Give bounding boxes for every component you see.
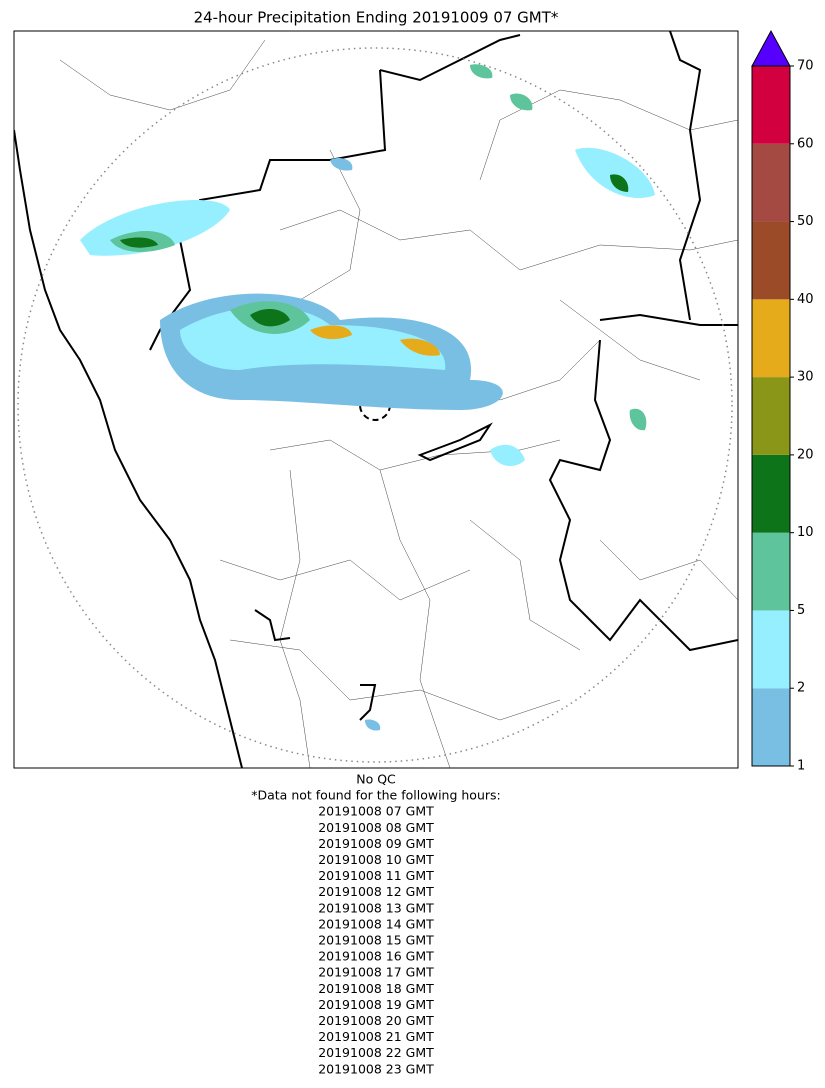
note-line: 20191008 14 GMT — [318, 916, 434, 931]
colorbar-segment — [752, 221, 790, 300]
colorbar-segment — [752, 610, 790, 689]
title: 24-hour Precipitation Ending 20191009 07… — [194, 9, 559, 27]
note-line: 20191008 16 GMT — [318, 949, 434, 964]
note-line: 20191008 12 GMT — [318, 884, 434, 899]
colorbar: 1 2 5 10 20 30 40 50 60 70 — [751, 29, 814, 774]
colorbar-tick-label: 60 — [797, 136, 814, 151]
note-line: 20191008 09 GMT — [318, 836, 434, 851]
note-line: 20191008 07 GMT — [318, 804, 434, 819]
colorbar-tick-label: 50 — [797, 214, 814, 229]
note-line: 20191008 22 GMT — [318, 1045, 434, 1060]
note-line: 20191008 20 GMT — [318, 1013, 434, 1028]
notes: No QC*Data not found for the following h… — [251, 772, 501, 1077]
note-line: 20191008 15 GMT — [318, 933, 434, 948]
note-line: 20191008 17 GMT — [318, 965, 434, 980]
colorbar-segment — [752, 143, 790, 222]
colorbar-segment — [752, 299, 790, 378]
note-line: 20191008 10 GMT — [318, 852, 434, 867]
colorbar-tick-label: 30 — [797, 370, 814, 385]
map-frame — [13, 30, 739, 769]
colorbar-tick-label: 10 — [797, 525, 814, 540]
colorbar-segment — [752, 454, 790, 533]
colorbar-tick-label: 20 — [797, 447, 814, 462]
colorbar-segment — [752, 532, 790, 611]
note-line: 20191008 23 GMT — [318, 1061, 434, 1076]
map — [14, 31, 738, 768]
note-line: 20191008 11 GMT — [318, 868, 434, 883]
colorbar-extend — [751, 29, 791, 67]
note-line: 20191008 21 GMT — [318, 1029, 434, 1044]
colorbar-tick-label: 70 — [797, 59, 814, 74]
colorbar-segment — [752, 377, 790, 455]
colorbar-tick-label: 1 — [797, 759, 805, 774]
colorbar-segment — [752, 688, 790, 766]
note-line: 20191008 18 GMT — [318, 981, 434, 996]
note-line: No QC — [356, 772, 396, 787]
colorbar-frame — [751, 65, 791, 767]
colorbar-tick-label: 40 — [797, 292, 814, 307]
note-line: 20191008 13 GMT — [318, 900, 434, 915]
note-line: 20191008 19 GMT — [318, 997, 434, 1012]
note-line: *Data not found for the following hours: — [251, 788, 501, 803]
colorbar-segment — [752, 66, 790, 144]
colorbar-tick-label: 5 — [797, 603, 805, 618]
colorbar-tick-label: 2 — [797, 681, 805, 696]
note-line: 20191008 08 GMT — [318, 820, 434, 835]
